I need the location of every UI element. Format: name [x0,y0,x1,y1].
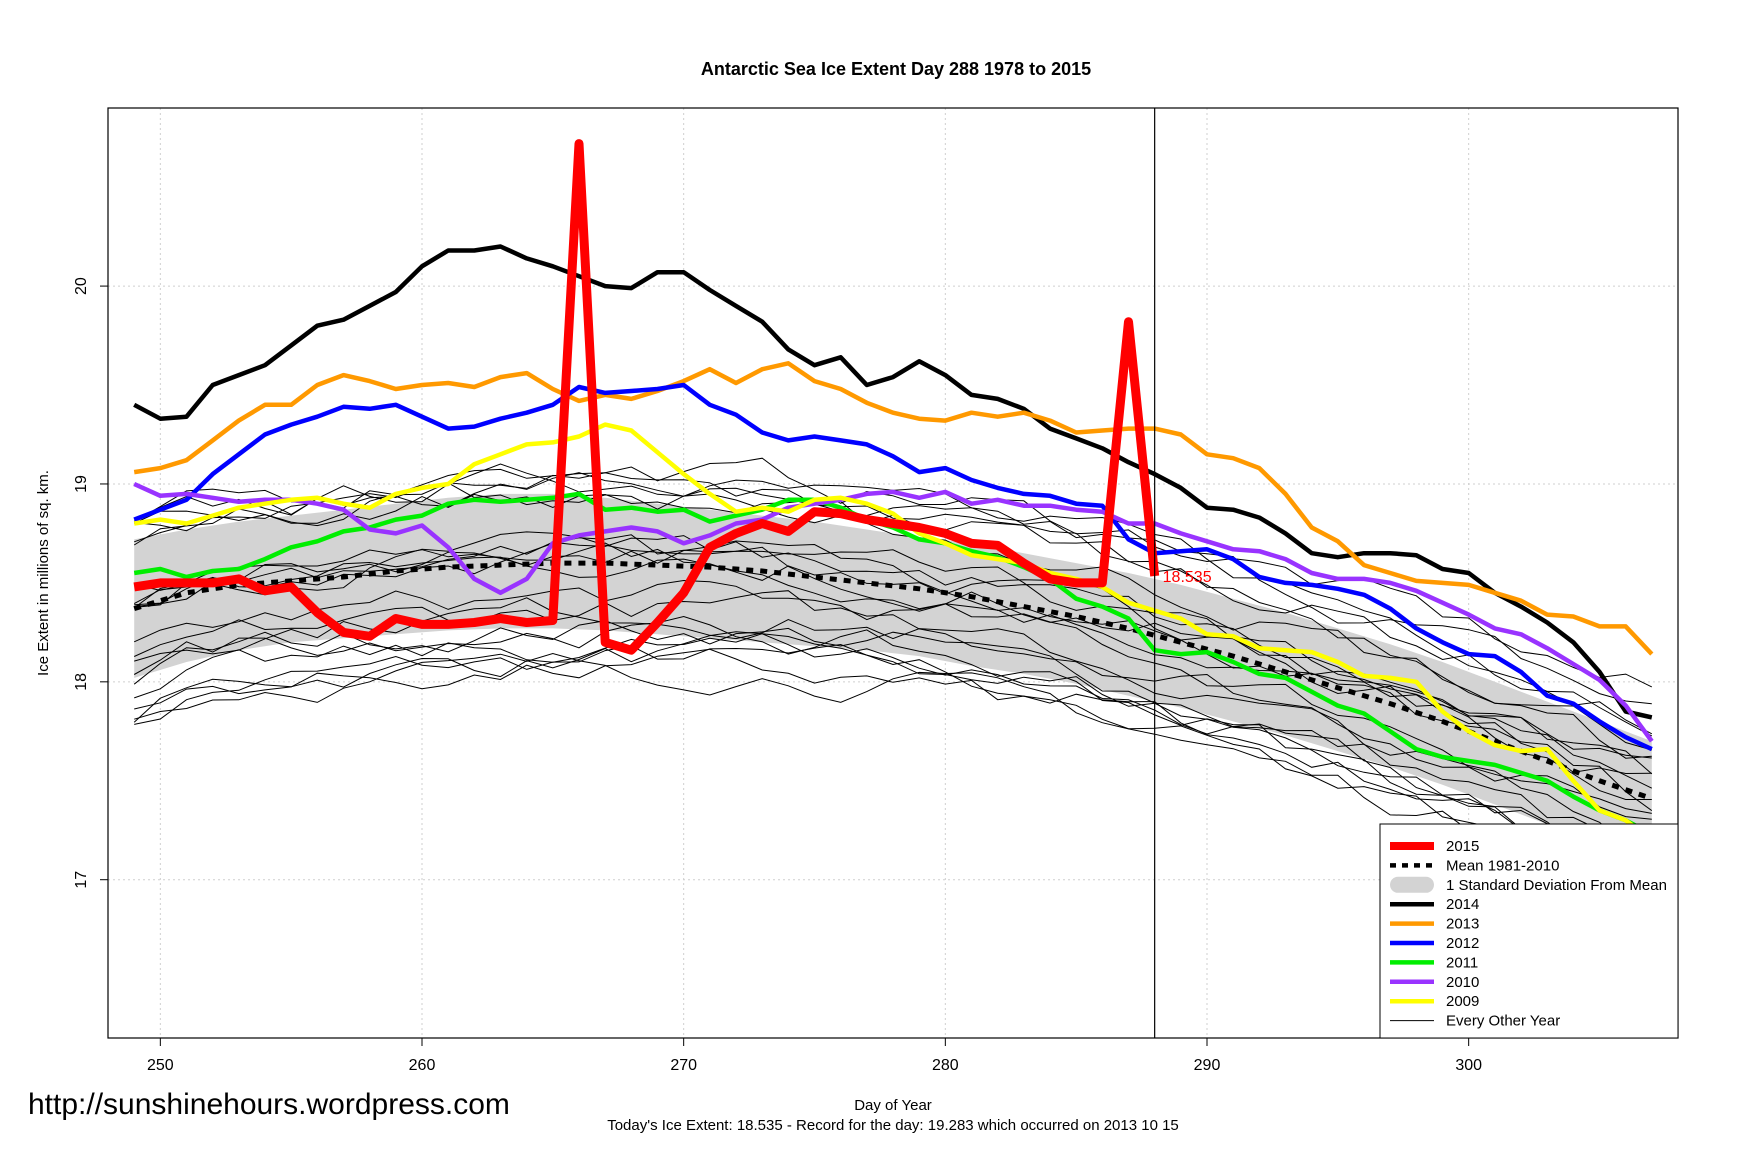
x-tick-label: 260 [409,1057,436,1074]
other-year-line [133,534,1652,800]
plot-frame [107,107,1679,1039]
chart-title: Antarctic Sea Ice Extent Day 288 1978 to… [701,59,1091,79]
legend-label-other: Every Other Year [1446,1013,1560,1030]
other-year-line [134,643,1652,882]
legend-label-2010: 2010 [1446,974,1479,991]
x-tick-label: 300 [1455,1057,1482,1074]
other-year-line [134,597,1652,850]
series-line-2015 [133,139,1160,655]
legend-label-mean: Mean 1981-2010 [1446,857,1559,874]
series-line-2009 [133,422,1654,842]
series-line-2014 [133,244,1653,720]
legend-label-2014: 2014 [1446,896,1479,913]
legend: 2015 Mean 1981-2010 1 Standard Deviation F… [1379,823,1679,1039]
x-tick-label: 290 [1194,1057,1221,1074]
x-tick-label: 280 [932,1057,959,1074]
legend-label-band: 1 Standard Deviation From Mean [1446,877,1667,894]
legend-label-2012: 2012 [1446,935,1479,952]
legend-label-2009: 2009 [1446,993,1479,1010]
y-tick-label: 17 [73,871,90,889]
legend-box [1379,823,1679,1039]
x-axis-label: Day of Year [854,1097,932,1114]
series-line-2013 [133,361,1654,656]
other-year-line [133,631,1652,871]
y-axis-label: Ice Extent in millions of sq. km. [35,470,52,676]
watermark-url: http://sunshinehours.wordpress.com [28,1088,510,1121]
other-year-line [134,531,1653,789]
other-year-line [134,556,1653,812]
legend-label-2011: 2011 [1446,954,1478,971]
other-year-line [134,540,1652,759]
other-year-line [134,648,1653,912]
series-line-2010 [133,481,1654,743]
other-year-line [133,615,1652,878]
other-year-line [133,493,1652,759]
other-year-line [134,652,1652,900]
series-line-2012 [133,382,1653,752]
current-value-label: 18.535 [1163,569,1212,586]
other-year-line [133,542,1652,775]
y-axis-ticks: 17 18 19 20 [73,277,108,889]
y-tick-label: 18 [73,673,90,691]
other-year-line [133,457,1653,688]
y-tick-label: 20 [73,277,90,295]
x-tick-label: 250 [147,1057,174,1074]
legend-label-2015: 2015 [1446,838,1479,855]
other-year-line [133,579,1652,814]
mean-line [133,560,1653,801]
other-years-lines [133,457,1653,912]
chart-subtitle: Today's Ice Extent: 18.535 - Record for … [607,1117,1179,1134]
other-year-line [133,620,1653,848]
legend-swatch-band [1390,876,1434,893]
x-tick-label: 270 [670,1057,697,1074]
legend-label-2013: 2013 [1446,916,1479,933]
series-lines [133,139,1654,842]
x-axis-ticks: 250 260 270 280 290 300 [147,1038,1482,1074]
y-tick-label: 19 [73,475,90,493]
other-year-line [133,590,1652,820]
